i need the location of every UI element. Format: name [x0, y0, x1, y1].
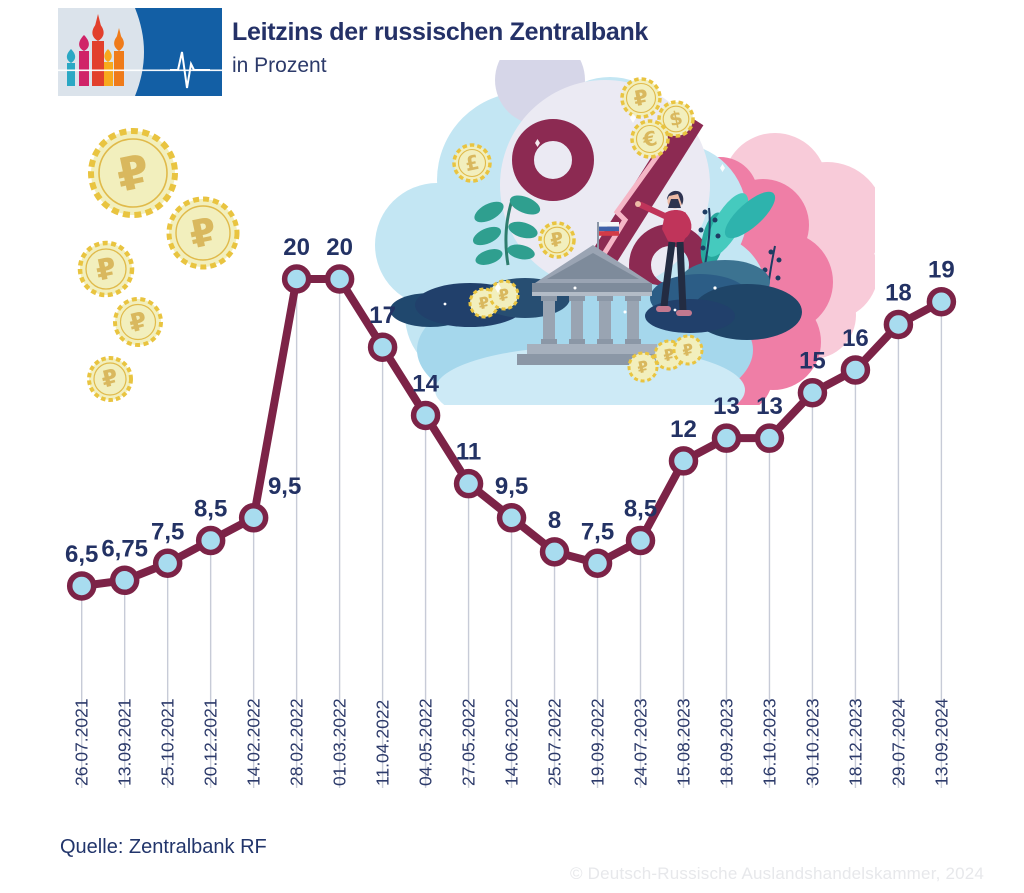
right-leg — [676, 241, 687, 312]
euro-coin-icon: € — [630, 119, 670, 159]
date-label: 13.09.2021 — [115, 698, 135, 786]
data-point-marker — [496, 503, 527, 533]
data-point-marker — [410, 400, 441, 431]
decorative-ruble-coins: ₽ ₽ ₽ ₽ ₽ — [77, 128, 240, 402]
value-label: 8 — [548, 507, 561, 534]
header: Leitzins der russischen Zentralbank in P… — [232, 18, 648, 78]
value-label: 9,5 — [268, 473, 301, 500]
svg-text:€: € — [640, 126, 660, 153]
data-point-marker — [711, 423, 742, 453]
logo-horizontal-line — [58, 69, 222, 72]
pound-coin-icon: £ — [452, 143, 492, 183]
data-point-marker — [926, 286, 957, 317]
value-label: 6,5 — [65, 541, 98, 568]
source-note: Quelle: Zentralbank RF — [60, 836, 267, 858]
svg-text:£: £ — [463, 150, 482, 176]
data-point-marker — [238, 503, 269, 533]
date-label: 20.12.2021 — [201, 698, 221, 786]
date-label: 11.04.2022 — [373, 700, 393, 786]
svg-text:₽: ₽ — [548, 228, 566, 252]
page-subtitle: in Prozent — [232, 54, 327, 77]
logo-blue-panel — [135, 8, 222, 96]
date-label: 27.05.2022 — [459, 698, 479, 786]
hair — [667, 190, 684, 205]
data-point-marker — [152, 548, 183, 578]
date-label: 25.07.2022 — [545, 698, 565, 786]
value-label: 18 — [885, 279, 912, 306]
data-point-marker — [324, 264, 355, 294]
svg-text:₽: ₽ — [631, 85, 650, 112]
date-label: 14.06.2022 — [502, 698, 522, 786]
data-point-marker — [883, 309, 914, 340]
value-label: 6,75 — [101, 535, 148, 562]
pulse-line-icon — [170, 51, 210, 89]
date-label: 16.10.2023 — [759, 698, 779, 786]
value-label: 11 — [456, 439, 481, 466]
ruble-coin-icon: ₽ — [627, 351, 659, 383]
data-point-marker — [195, 525, 226, 556]
data-point-marker — [66, 571, 97, 601]
hand — [635, 201, 641, 207]
data-point-marker — [109, 565, 140, 596]
value-label: 20 — [283, 234, 310, 261]
date-label: 14.02.2022 — [244, 698, 264, 786]
ruble-coin-icon: ₽ — [672, 334, 704, 366]
russian-flag-icon — [599, 222, 619, 236]
date-label: 18.09.2023 — [716, 698, 736, 786]
date-label: 18.12.2023 — [845, 698, 865, 786]
data-point-marker — [668, 446, 699, 476]
beard — [668, 199, 681, 208]
value-label: 7,5 — [581, 518, 614, 545]
date-label: 28.02.2022 — [287, 698, 307, 786]
ruble-coin-icon: ₽ — [87, 356, 133, 402]
value-label: 7,5 — [151, 518, 184, 545]
arm-on-hip — [680, 213, 692, 240]
data-point-marker — [539, 537, 570, 567]
date-label: 01.03.2022 — [330, 698, 350, 786]
svg-text:$: $ — [667, 107, 685, 131]
central-bank-illustration: £ ₽ $ € ₽ ₽ ₽ — [375, 60, 875, 405]
data-point-marker — [625, 525, 656, 556]
copyright-note: © Deutsch-Russische Auslandshandelskamme… — [570, 864, 985, 883]
ruble-coin-icon: ₽ — [77, 240, 135, 298]
date-label: 13.09.2024 — [931, 698, 951, 786]
value-label: 9,5 — [495, 473, 528, 500]
dollar-coin-icon: $ — [657, 100, 695, 138]
date-label: 04.05.2022 — [416, 698, 436, 786]
value-label: 8,5 — [624, 496, 657, 523]
page-title: Leitzins der russischen Zentralbank — [232, 18, 649, 46]
plant-icon — [472, 195, 541, 266]
date-label: 19.09.2022 — [588, 698, 608, 786]
data-point-marker — [582, 548, 613, 578]
data-point-marker — [453, 468, 484, 499]
shoe — [676, 310, 692, 316]
shoe — [656, 306, 671, 312]
pointing-arm — [638, 202, 670, 220]
ruble-coin-icon: ₽ — [113, 297, 163, 347]
ruble-coin-icon: ₽ — [620, 77, 662, 119]
date-label: 24.07.2023 — [631, 698, 651, 786]
ruble-coin-icon: ₽ — [166, 196, 240, 270]
date-label: 15.08.2023 — [673, 698, 693, 786]
date-label: 26.07.2021 — [72, 698, 92, 786]
value-label: 20 — [326, 234, 353, 261]
ruble-coin-icon: ₽ — [488, 279, 520, 311]
value-label: 8,5 — [194, 496, 227, 523]
date-label: 30.10.2023 — [802, 698, 822, 786]
date-label: 29.07.2024 — [888, 698, 908, 786]
data-point-marker — [281, 264, 312, 294]
st-basils-cathedral-icon — [66, 14, 124, 86]
data-point-marker — [754, 423, 785, 453]
date-label: 25.10.2021 — [158, 698, 178, 786]
ruble-coin-icon: ₽ — [538, 221, 576, 259]
value-label: 19 — [928, 257, 955, 284]
dihk-russia-logo — [58, 8, 222, 96]
ruble-coin-icon: ₽ — [88, 128, 178, 218]
value-label: 12 — [670, 416, 697, 443]
